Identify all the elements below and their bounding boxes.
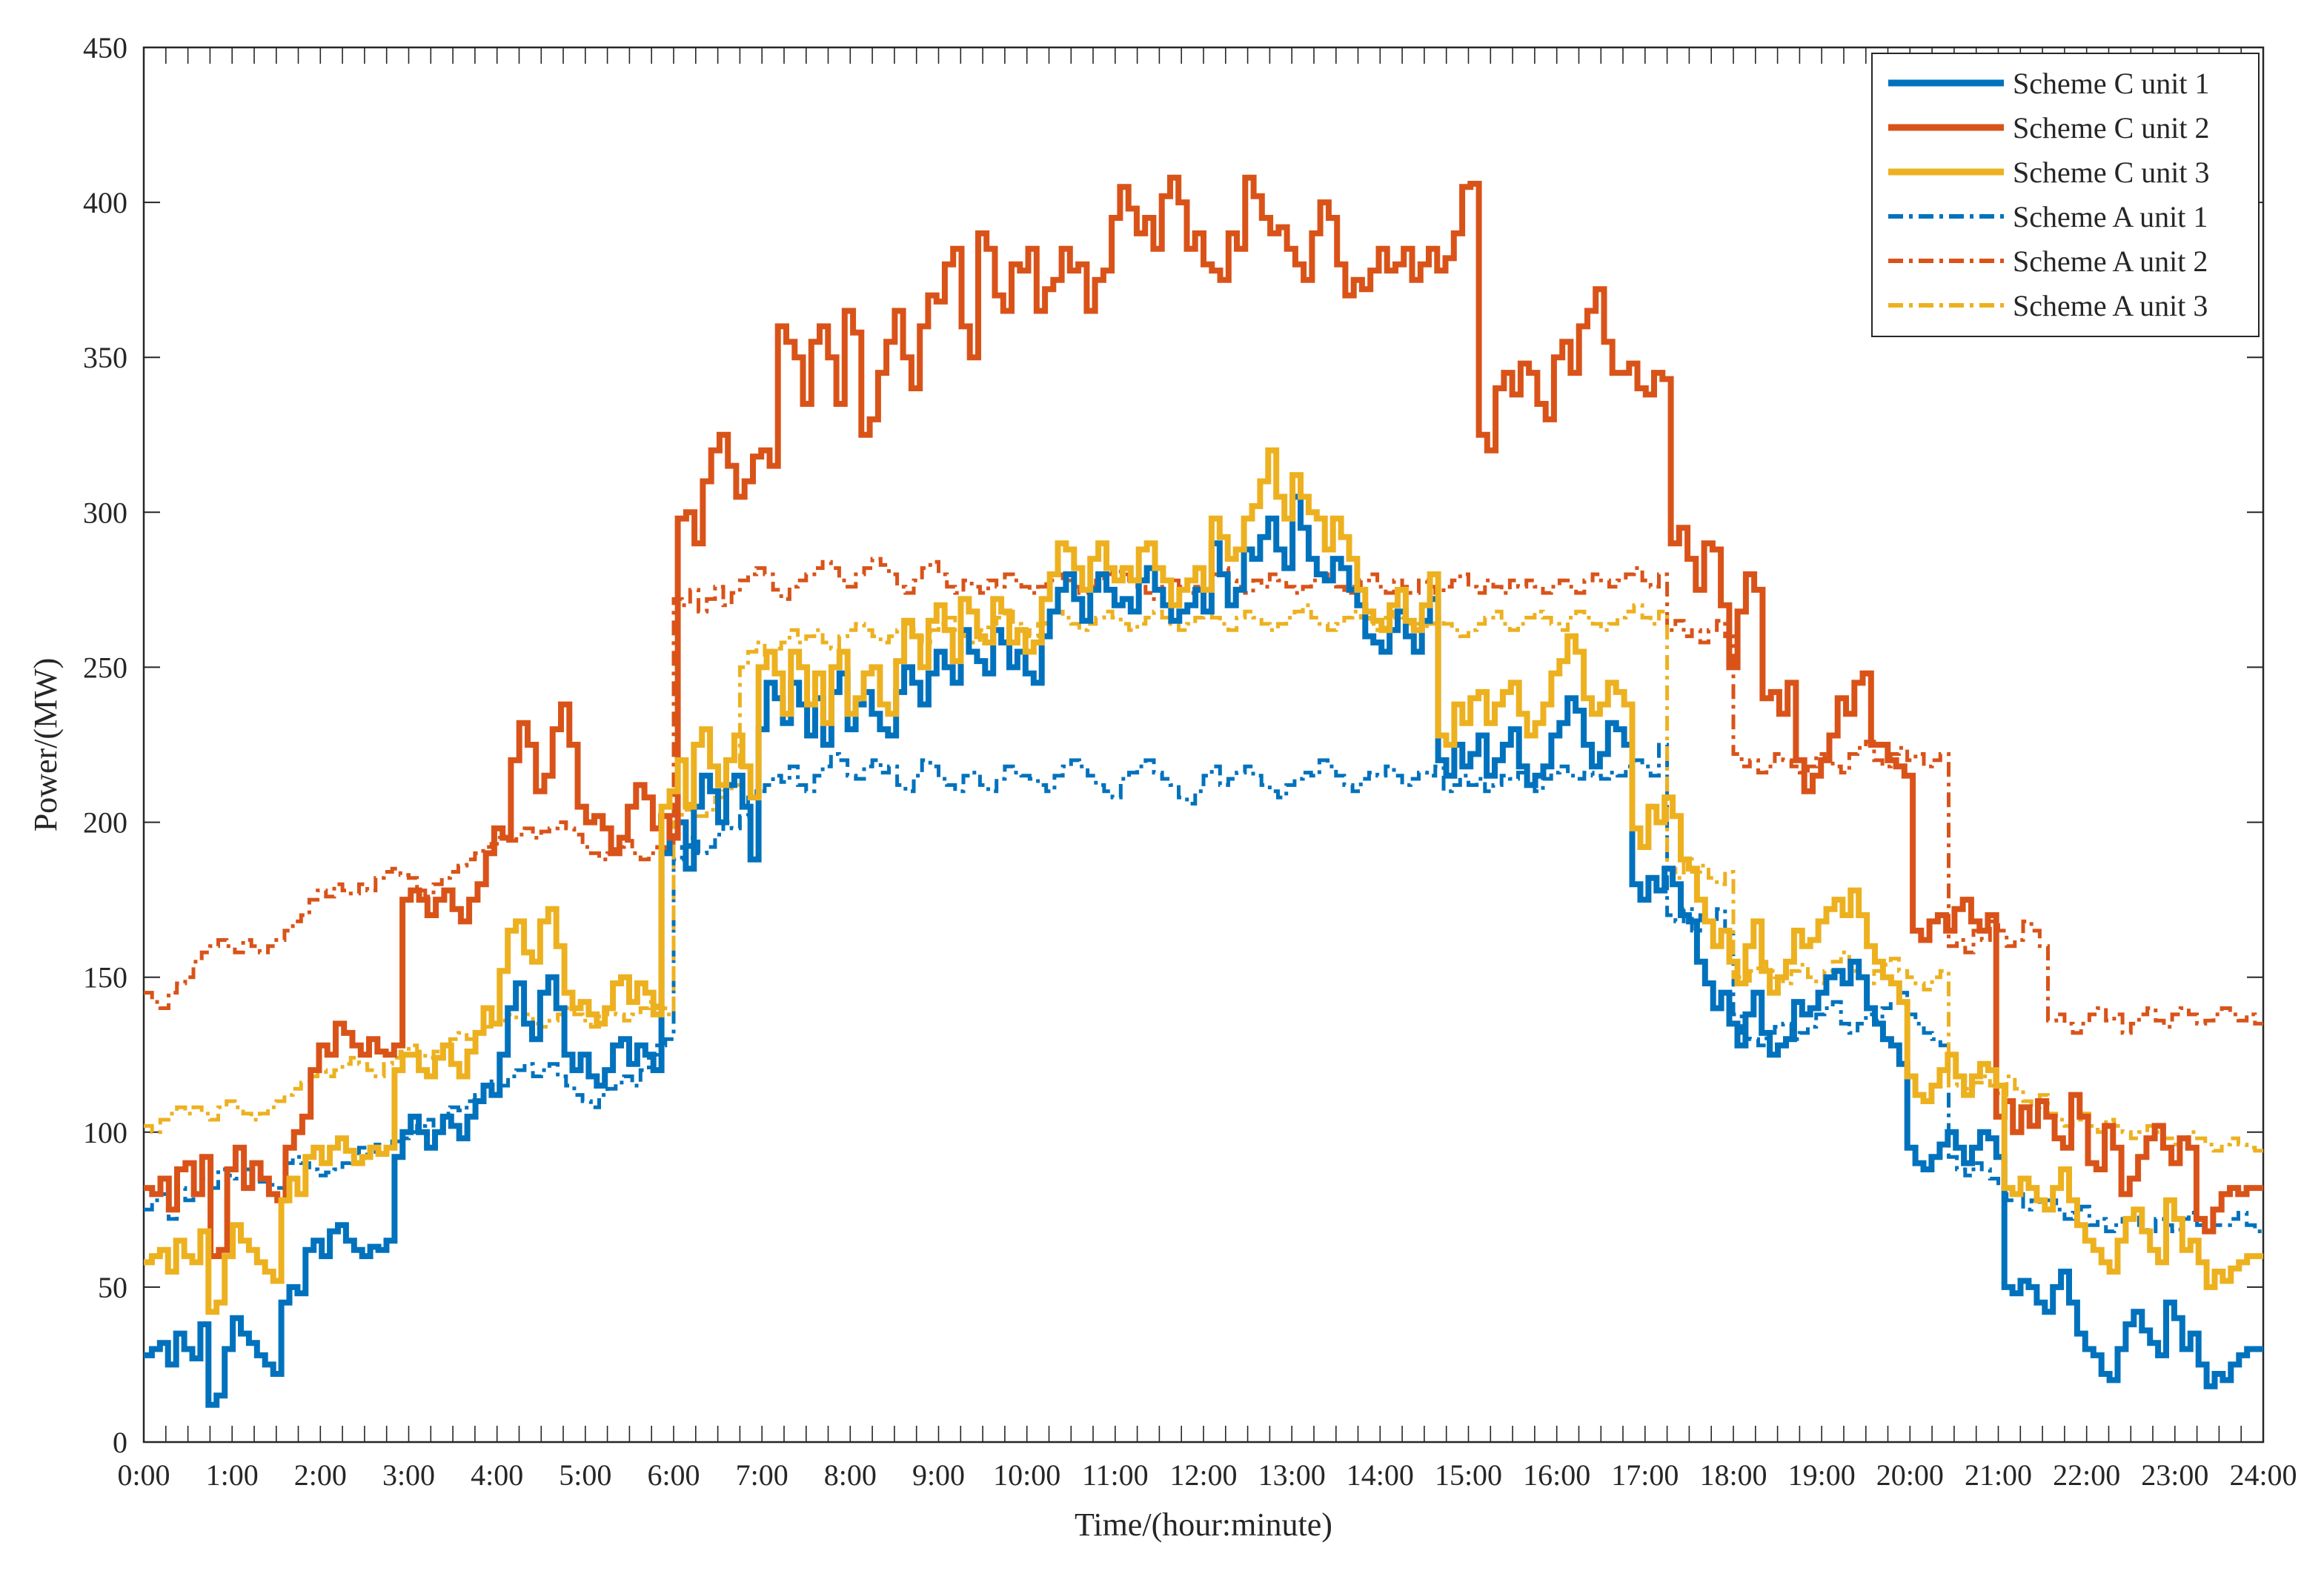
legend-label: Scheme C unit 2 — [2013, 111, 2210, 145]
x-tick-label: 17:00 — [1611, 1458, 1679, 1492]
series-line-scheme-c-unit-2 — [144, 174, 2263, 1260]
legend-box — [1871, 53, 2260, 337]
x-tick-label: 15:00 — [1435, 1458, 1502, 1492]
y-tick-label: 150 — [83, 961, 127, 994]
y-axis-label: Power/(MW) — [27, 658, 64, 832]
y-tick-label: 250 — [83, 651, 127, 684]
x-tick-label: 3:00 — [382, 1458, 435, 1492]
y-tick-label: 200 — [83, 806, 127, 840]
legend-label: Scheme C unit 3 — [2013, 156, 2210, 189]
legend-label: Scheme A unit 2 — [2013, 245, 2208, 278]
legend: Scheme C unit 1 Scheme C unit 2 Scheme C u… — [1871, 53, 2260, 337]
x-tick-label: 12:00 — [1169, 1458, 1237, 1492]
y-tick-label: 450 — [83, 31, 127, 64]
x-tick-label: 4:00 — [471, 1458, 523, 1492]
minor-tick-marks — [143, 47, 2264, 1442]
y-tick-label: 0 — [113, 1426, 127, 1459]
x-tick-labels: 0:00 1:00 2:00 3:00 4:00 5:00 6:00 7:00 8:00 9:00… — [117, 1458, 2297, 1492]
x-tick-label: 1:00 — [206, 1458, 259, 1492]
x-tick-label: 24:00 — [2229, 1458, 2297, 1492]
x-tick-label: 18:00 — [1699, 1458, 1767, 1492]
series-group — [144, 174, 2263, 1408]
y-tick-label: 100 — [83, 1116, 127, 1149]
y-tick-labels: 0 50 100 150 200 250 300 350 400 450 — [83, 31, 127, 1459]
x-tick-label: 13:00 — [1258, 1458, 1326, 1492]
y-tick-label: 300 — [83, 496, 127, 529]
x-axis-label: Time/(hour:minute) — [1075, 1507, 1332, 1543]
y-tick-label: 50 — [98, 1271, 127, 1304]
x-tick-label: 21:00 — [1965, 1458, 2032, 1492]
x-tick-label: 9:00 — [912, 1458, 965, 1492]
legend-label: Scheme A unit 1 — [2013, 200, 2208, 233]
x-tick-label: 5:00 — [559, 1458, 611, 1492]
x-tick-label: 16:00 — [1523, 1458, 1590, 1492]
x-tick-label: 11:00 — [1082, 1458, 1149, 1492]
x-tick-label: 8:00 — [824, 1458, 877, 1492]
y-tick-label: 400 — [83, 186, 127, 219]
x-tick-label: 23:00 — [2141, 1458, 2208, 1492]
legend-label: Scheme C unit 1 — [2013, 67, 2210, 100]
x-tick-label: 22:00 — [2053, 1458, 2120, 1492]
y-tick-label: 350 — [83, 341, 127, 374]
x-tick-label: 0:00 — [117, 1458, 170, 1492]
x-tick-label: 2:00 — [294, 1458, 347, 1492]
x-tick-label: 20:00 — [1876, 1458, 1944, 1492]
x-tick-label: 14:00 — [1347, 1458, 1414, 1492]
x-tick-label: 10:00 — [993, 1458, 1060, 1492]
legend-label: Scheme A unit 3 — [2013, 289, 2208, 322]
x-tick-label: 19:00 — [1788, 1458, 1856, 1492]
series-line-scheme-c-unit-3 — [144, 447, 2263, 1315]
x-tick-label: 6:00 — [647, 1458, 700, 1492]
x-tick-label: 7:00 — [736, 1458, 788, 1492]
